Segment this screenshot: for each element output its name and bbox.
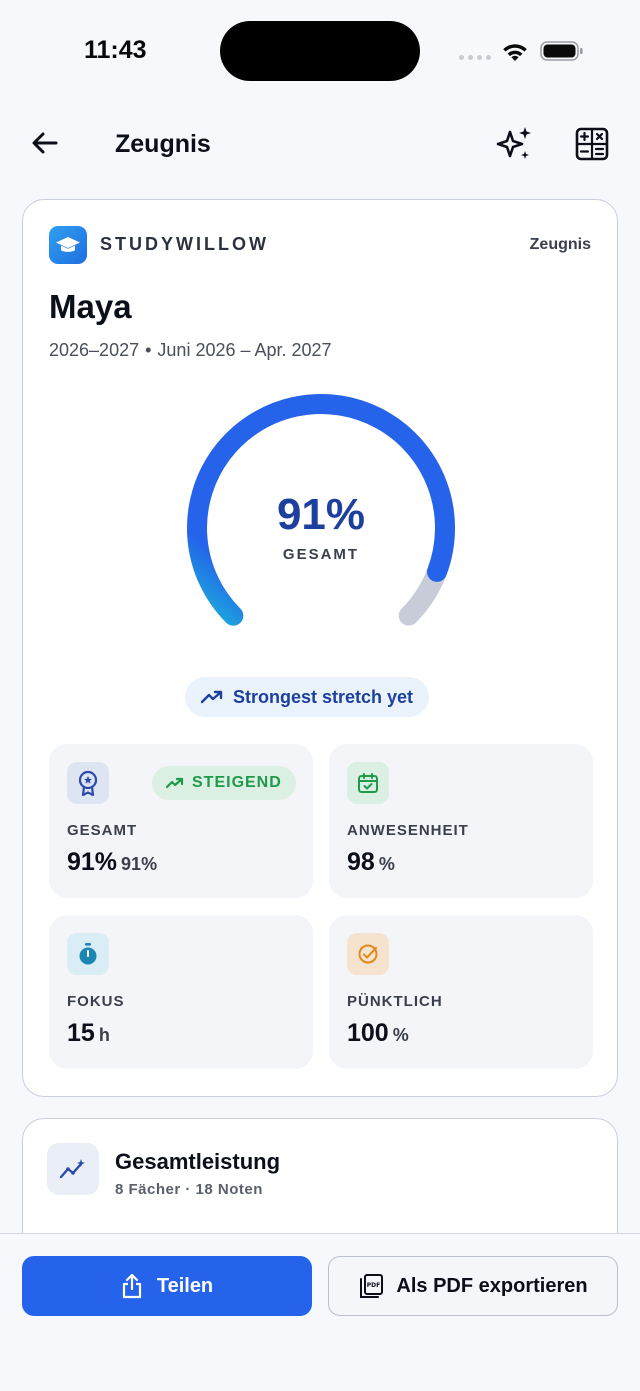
status-time: 11:43 <box>84 36 147 64</box>
navigation-bar: Zeugnis <box>0 110 640 180</box>
tile-value-number: 15 <box>67 1019 95 1047</box>
sparkles-icon <box>496 127 531 159</box>
share-button[interactable]: Teilen <box>22 1256 312 1316</box>
tile-value-unit: 91% <box>121 854 158 874</box>
back-button[interactable] <box>28 126 62 160</box>
tile-value: 100% <box>347 1019 409 1048</box>
tile-value-unit: h <box>98 1025 110 1045</box>
pdf-file-icon: PDF <box>360 1274 384 1298</box>
share-label: Teilen <box>156 1274 214 1297</box>
stat-tile-punctual: PÜNKTLICH 100% <box>329 915 593 1069</box>
stat-tile-focus: FOKUS 15 h <box>49 915 313 1069</box>
calculator-button[interactable] <box>572 124 612 164</box>
report-card: STUDYWILLOW Zeugnis Maya 2026–2027 • Juni … <box>22 199 618 1097</box>
tile-value: 98% <box>347 848 395 877</box>
tile-value-number: 100 <box>347 1019 389 1047</box>
trend-label: STEIGEND <box>192 774 282 791</box>
student-name: Maya <box>49 288 132 325</box>
cellular-signal-icon <box>459 55 491 60</box>
tile-label: GESAMT <box>67 822 138 839</box>
stopwatch-icon <box>67 933 109 975</box>
tile-label: ANWESENHEIT <box>347 822 469 839</box>
tile-value: 15 h <box>67 1019 110 1048</box>
export-pdf-button[interactable]: PDF Als PDF exportieren <box>328 1256 618 1316</box>
tile-label: FOKUS <box>67 993 125 1010</box>
calculator-icon <box>575 127 609 161</box>
performance-subtitle: 8 Fächer · 18 Noten <box>115 1181 263 1198</box>
card-type-label: Zeugnis <box>529 236 591 253</box>
wifi-icon <box>503 44 527 61</box>
share-icon <box>122 1273 141 1299</box>
overall-label: GESAMT <box>282 546 360 563</box>
studywillow-logo <box>49 226 87 264</box>
bottom-action-bar: Teilen PDF Als PDF exportieren <box>0 1233 640 1391</box>
tile-value-number: 91% <box>67 848 118 876</box>
arrow-left-icon <box>32 132 58 154</box>
ai-sparkle-button[interactable] <box>494 124 534 164</box>
status-bar: 11:43 <box>0 0 640 100</box>
page-title: Zeugnis <box>115 130 211 158</box>
export-pdf-label: Als PDF exportieren <box>396 1274 588 1297</box>
strongest-stretch-pill: Strongest stretch yet <box>185 677 430 717</box>
calendar-check-icon <box>347 762 389 804</box>
trend-badge: STEIGEND <box>152 766 296 800</box>
trending-up-icon <box>166 777 184 789</box>
performance-icon <box>47 1143 99 1195</box>
battery-icon <box>540 41 583 61</box>
tile-value-number: 98 <box>347 848 375 876</box>
tile-value-unit: % <box>392 1025 409 1045</box>
stat-tile-attendance: ANWESENHEIT 98% <box>329 744 593 898</box>
gauge-fill <box>187 394 455 626</box>
stat-tile-overall: STEIGEND GESAMT 91% 91% <box>49 744 313 898</box>
check-circle-icon <box>347 933 389 975</box>
stretch-label: Strongest stretch yet <box>233 686 414 707</box>
graduation-cap-icon <box>56 237 80 252</box>
overall-progress-gauge <box>187 394 455 626</box>
award-icon <box>67 762 109 804</box>
tile-value-unit: % <box>378 854 395 874</box>
sparkle-chart-icon <box>59 1159 85 1179</box>
tile-label: PÜNKTLICH <box>347 993 443 1010</box>
svg-text:PDF: PDF <box>367 1282 380 1289</box>
dynamic-island <box>220 21 420 81</box>
date-range: Juni 2026 – Apr. 2027 <box>157 340 332 360</box>
performance-title: Gesamtleistung <box>115 1149 281 1174</box>
tile-value: 91% 91% <box>67 848 157 877</box>
report-period: 2026–2027 • Juni 2026 – Apr. 2027 <box>49 340 332 360</box>
school-year: 2026–2027 <box>49 340 140 360</box>
brand-name: STUDYWILLOW <box>100 234 269 254</box>
overall-percent: 91% <box>276 490 366 539</box>
trending-up-icon <box>201 690 223 704</box>
